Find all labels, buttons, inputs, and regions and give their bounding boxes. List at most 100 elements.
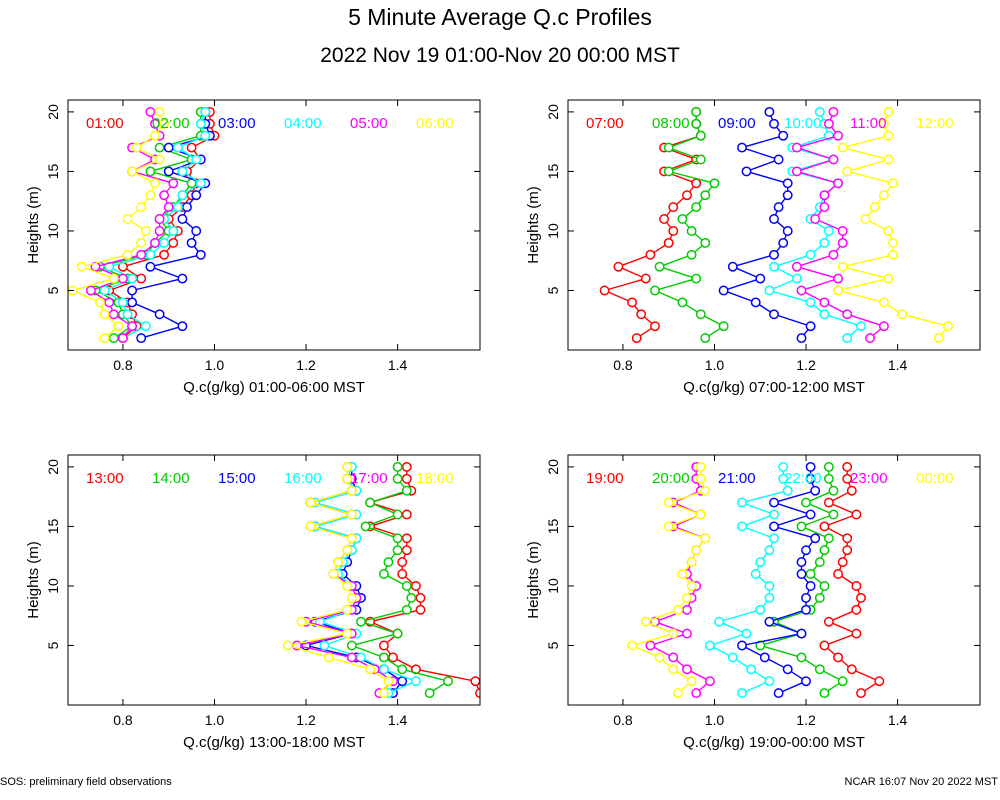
- data-point: [342, 473, 353, 484]
- data-point: [833, 178, 844, 189]
- data-point: [823, 533, 834, 544]
- data-point: [117, 297, 128, 308]
- data-point: [897, 309, 908, 320]
- data-point: [810, 214, 821, 224]
- y-tick-label: 10: [45, 578, 61, 594]
- data-point: [837, 237, 848, 248]
- data-point: [686, 676, 697, 687]
- data-point: [627, 640, 638, 651]
- data-point: [796, 628, 807, 639]
- data-point: [663, 142, 674, 153]
- legend-label: 23:00: [850, 470, 888, 487]
- data-point: [755, 604, 766, 615]
- data-point: [342, 628, 353, 639]
- x-tick-label: 1.4: [388, 357, 408, 373]
- data-point: [108, 273, 119, 284]
- x-axis-label: Q.c(g/kg) 01:00-06:00 MST: [183, 379, 365, 396]
- data-point: [663, 166, 674, 177]
- y-tick-label: 20: [545, 459, 561, 475]
- data-point: [856, 688, 866, 699]
- x-tick-label: 0.8: [113, 357, 133, 373]
- data-point: [737, 688, 747, 699]
- data-point: [851, 604, 862, 615]
- data-point: [737, 521, 747, 532]
- data-point: [401, 533, 412, 544]
- data-point: [122, 249, 133, 260]
- data-point: [663, 521, 674, 532]
- x-tick-label: 1.0: [205, 712, 225, 728]
- data-point: [737, 497, 747, 508]
- data-point: [851, 581, 862, 591]
- data-point: [851, 628, 862, 639]
- plot-frame: [67, 99, 481, 351]
- data-point: [782, 190, 793, 201]
- data-point: [659, 214, 670, 224]
- legend-label: 09:00: [718, 115, 756, 132]
- data-point: [136, 249, 147, 260]
- data-point: [159, 118, 170, 129]
- legend-label: 02:00: [152, 115, 190, 132]
- data-point: [769, 118, 779, 129]
- data-point: [378, 652, 389, 663]
- plot-frame: [567, 99, 981, 351]
- data-point: [819, 545, 830, 556]
- data-point: [842, 309, 853, 320]
- data-point: [856, 321, 866, 332]
- data-point: [782, 178, 793, 189]
- data-point: [888, 249, 898, 260]
- data-point: [709, 178, 720, 189]
- data-point: [113, 321, 124, 332]
- footer-timestamp: NCAR 16:07 Nov 20 2022 MST: [844, 776, 998, 788]
- data-point: [801, 592, 811, 603]
- data-point: [837, 676, 848, 687]
- data-marks: [282, 461, 480, 699]
- data-point: [191, 190, 202, 201]
- data-point: [691, 202, 702, 213]
- series-line-1800: [287, 466, 390, 694]
- data-point: [691, 118, 702, 129]
- x-tick-label: 1.2: [296, 712, 316, 728]
- data-point: [191, 154, 202, 165]
- y-tick-label: 20: [45, 104, 61, 120]
- x-tick-label: 1.4: [888, 712, 908, 728]
- data-point: [328, 569, 339, 579]
- series-line-1200: [837, 111, 950, 339]
- data-point: [177, 214, 188, 224]
- data-point: [846, 664, 857, 675]
- data-point: [640, 616, 651, 627]
- data-point: [154, 142, 165, 153]
- data-point: [686, 581, 697, 591]
- y-tick-label: 10: [45, 223, 61, 239]
- y-tick-label: 15: [545, 163, 561, 179]
- data-point: [691, 545, 702, 556]
- data-point: [378, 640, 389, 651]
- data-point: [833, 569, 844, 579]
- legend-label: 12:00: [916, 115, 954, 132]
- data-point: [695, 309, 706, 320]
- data-point: [150, 178, 160, 189]
- data-point: [186, 237, 197, 248]
- legend-label: 19:00: [586, 470, 624, 487]
- data-point: [883, 273, 894, 284]
- data-point: [323, 652, 334, 663]
- legend-label: 15:00: [218, 470, 256, 487]
- data-point: [773, 688, 784, 699]
- data-point: [823, 118, 834, 129]
- data-point: [782, 664, 793, 675]
- data-point: [746, 664, 757, 675]
- data-point: [346, 533, 357, 544]
- data-point: [810, 533, 821, 544]
- data-point: [677, 569, 688, 579]
- data-point: [874, 676, 885, 687]
- data-point: [878, 190, 889, 201]
- data-point: [168, 237, 179, 248]
- data-point: [365, 664, 376, 675]
- data-point: [819, 237, 830, 248]
- x-axis-label: Q.c(g/kg) 13:00-18:00 MST: [183, 734, 365, 751]
- data-point: [415, 592, 426, 603]
- data-point: [805, 249, 816, 260]
- data-point: [814, 106, 825, 117]
- data-point: [691, 106, 702, 117]
- data-point: [878, 321, 889, 332]
- data-point: [191, 226, 202, 236]
